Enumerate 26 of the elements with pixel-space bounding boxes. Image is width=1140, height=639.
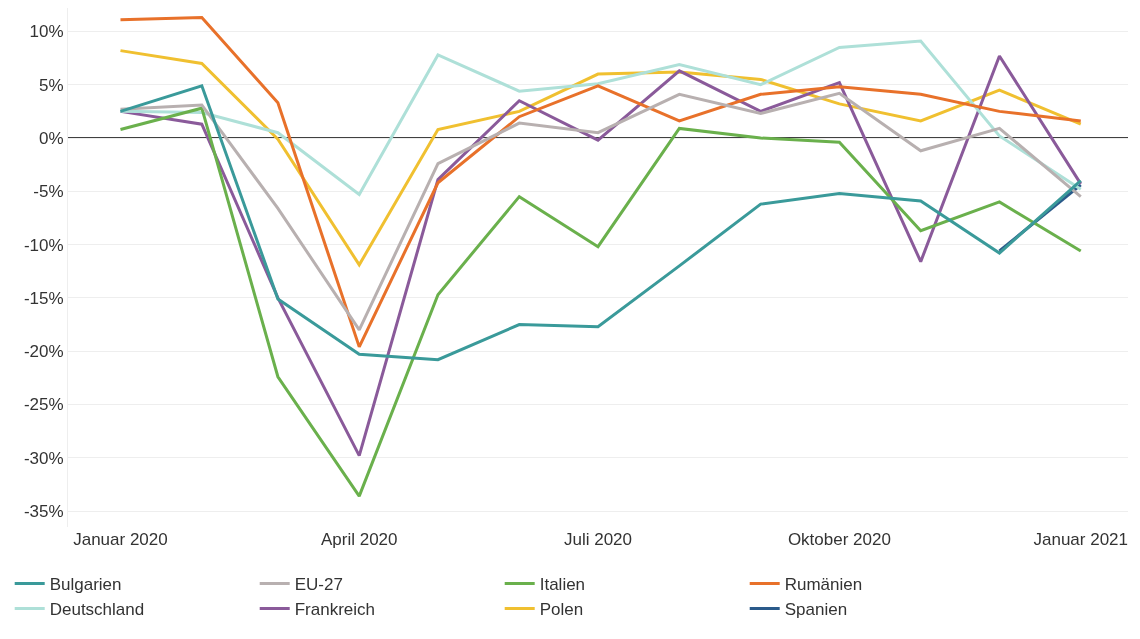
y-tick-label: 0% (39, 128, 64, 148)
legend-label: Frankreich (294, 600, 376, 620)
legend-label: Spanien (784, 600, 848, 620)
y-tick-label: -35% (23, 501, 64, 521)
legend-label: Rumänien (784, 575, 863, 595)
legend-label: Deutschland (49, 600, 145, 620)
legend-label: EU-27 (294, 575, 343, 595)
x-tick-label: Januar 2020 (73, 530, 168, 549)
y-tick-label: 10% (29, 22, 64, 42)
y-tick-label: 5% (39, 75, 64, 95)
x-tick-label: Oktober 2020 (787, 530, 891, 549)
line-series (118, 106, 1083, 498)
y-tick-label: -20% (23, 342, 64, 362)
x-tick-label: April 2020 (320, 530, 398, 549)
legend-label: Polen (539, 600, 584, 620)
legend-label: Bulgarien (49, 575, 122, 595)
line-series (118, 16, 1083, 349)
y-tick-label: -5% (33, 182, 64, 202)
y-tick-label: -30% (23, 448, 64, 468)
x-tick-label: Januar 2021 (1033, 530, 1129, 549)
line-series (118, 39, 1083, 196)
legend-label: Italien (539, 575, 586, 595)
y-tick-label: -10% (23, 235, 64, 255)
x-tick-label: Juli 2020 (563, 530, 633, 549)
y-tick-label: -15% (23, 288, 64, 308)
y-tick-label: -25% (23, 395, 64, 415)
